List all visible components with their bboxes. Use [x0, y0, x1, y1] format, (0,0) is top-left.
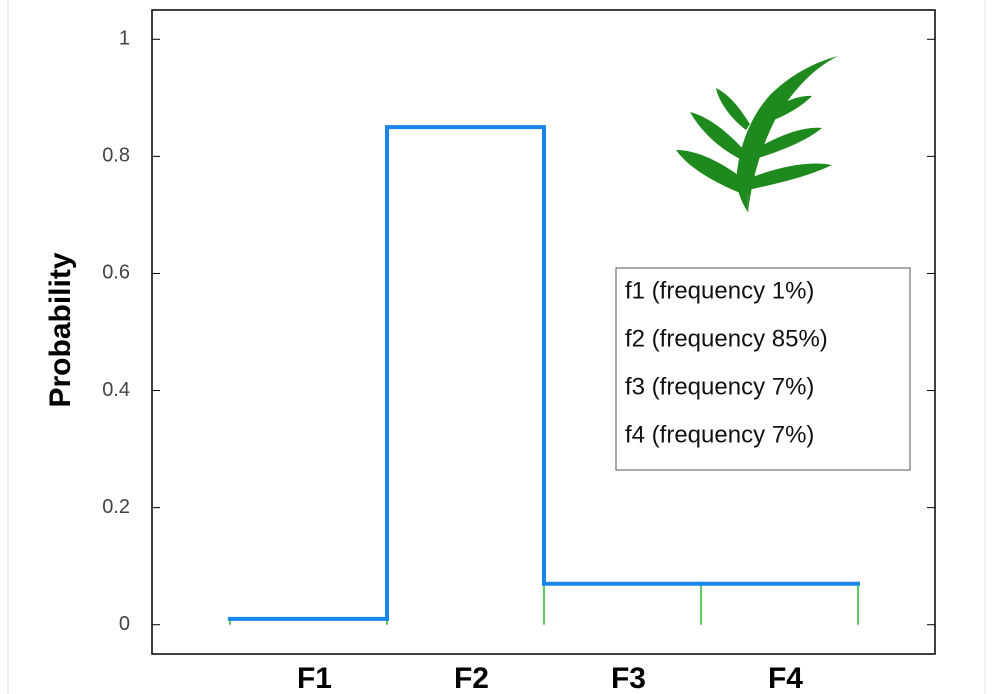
legend-entry: f4 (frequency 7%) — [625, 421, 814, 448]
legend-entry: f1 (frequency 1%) — [625, 277, 814, 304]
y-tick-label: 1 — [119, 28, 130, 50]
y-tick-label: 0.4 — [102, 379, 130, 401]
x-tick-label: F3 — [611, 662, 646, 694]
y-tick-label: 0 — [119, 613, 130, 635]
y-axis-label: Probability — [44, 252, 77, 407]
y-tick-label: 0.8 — [102, 145, 130, 167]
legend-entry: f3 (frequency 7%) — [625, 373, 814, 400]
x-tick-label: F4 — [768, 662, 803, 694]
fern — [676, 56, 838, 212]
legend-entry: f2 (frequency 85%) — [625, 325, 828, 352]
y-tick-label: 0.6 — [102, 262, 130, 284]
x-tick-label: F1 — [297, 662, 332, 694]
y-tick-label: 0.2 — [102, 496, 130, 518]
x-tick-label: F2 — [454, 662, 489, 694]
chart: Probability 0 0.2 0.4 0.6 0.8 1 F1 F2 F3 F4 f1 (fr… — [0, 0, 993, 694]
